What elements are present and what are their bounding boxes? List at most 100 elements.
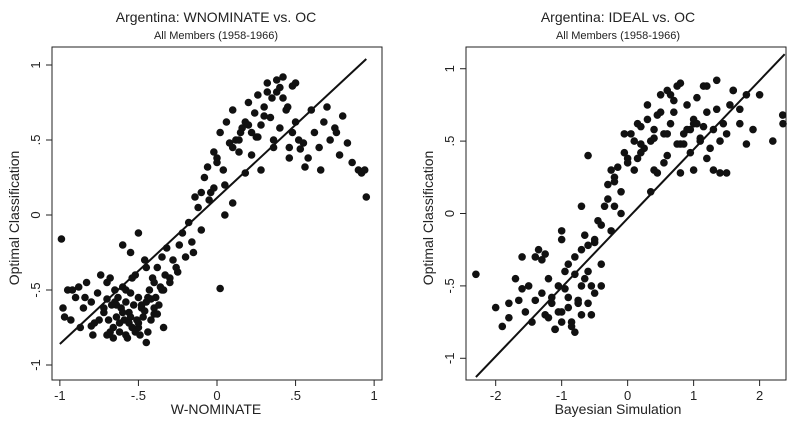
data-point: [650, 134, 658, 143]
data-point: [131, 328, 140, 336]
data-point: [247, 151, 256, 159]
data-point: [210, 148, 218, 156]
data-point: [285, 143, 294, 152]
data-point: [81, 293, 89, 302]
data-point: [285, 154, 294, 162]
data-point: [213, 158, 221, 167]
data-point: [126, 248, 135, 257]
data-point: [82, 278, 91, 287]
data-point: [742, 140, 751, 148]
panel-ideal-vs-oc: Argentina: IDEAL vs. OC All Members (195…: [420, 9, 787, 417]
data-point: [755, 90, 764, 99]
data-point: [627, 130, 635, 138]
data-point: [169, 256, 177, 264]
data-point: [296, 145, 305, 153]
data-point: [269, 136, 278, 144]
data-point: [722, 130, 731, 138]
plot-frame: [51, 46, 383, 381]
data-point: [666, 119, 675, 128]
data-point: [670, 108, 678, 116]
data-point: [683, 101, 691, 109]
data-point: [778, 111, 787, 119]
data-point: [235, 148, 243, 156]
data-point: [87, 298, 96, 306]
data-point: [247, 128, 256, 137]
data-point: [348, 158, 356, 167]
data-point: [557, 227, 566, 235]
data-point: [254, 91, 262, 99]
data-point: [643, 115, 652, 124]
data-point: [338, 112, 347, 120]
data-point: [699, 122, 708, 131]
y-tick-label: .5: [28, 135, 43, 146]
data-point: [514, 296, 523, 305]
data-point: [491, 303, 500, 312]
data-point: [68, 286, 77, 294]
data-point: [736, 105, 744, 114]
data-point: [203, 163, 212, 171]
data-point: [158, 286, 166, 294]
data-point: [115, 319, 124, 327]
x-tick-label: -2: [490, 388, 502, 403]
data-point: [222, 118, 231, 126]
data-point: [620, 148, 629, 157]
data-point: [216, 128, 224, 137]
data-point: [139, 313, 147, 321]
data-point: [332, 128, 341, 137]
data-point: [716, 137, 724, 145]
data-point: [288, 82, 297, 90]
x-axis-label: Bayesian Simulation: [555, 401, 682, 417]
data-point: [623, 159, 632, 167]
y-axis-label: Optimal Classification: [420, 151, 436, 286]
data-point: [637, 140, 645, 148]
y-tick-label: -1: [28, 359, 43, 371]
data-point: [205, 196, 213, 204]
y-tick-label: -.5: [28, 282, 43, 297]
data-point: [511, 274, 520, 283]
data-point: [577, 311, 586, 319]
data-point: [197, 188, 206, 197]
x-tick-label: -1: [54, 388, 66, 403]
data-point: [584, 267, 592, 276]
data-point: [637, 148, 645, 157]
data-point: [518, 253, 526, 261]
data-point: [564, 303, 573, 312]
data-point: [103, 278, 111, 287]
data-point: [617, 187, 625, 196]
data-point: [561, 267, 569, 276]
data-point: [703, 154, 711, 163]
data-point: [663, 86, 672, 95]
data-point: [505, 299, 513, 308]
data-point: [276, 124, 284, 132]
chart-title: Argentina: IDEAL vs. OC: [541, 9, 695, 25]
data-point: [106, 328, 114, 336]
data-point: [544, 274, 553, 283]
data-point: [134, 319, 143, 327]
data-point: [310, 128, 319, 137]
data-point: [147, 295, 155, 303]
data-point: [115, 328, 124, 336]
data-point: [118, 241, 127, 249]
x-tick-label: 1: [371, 388, 378, 403]
data-point: [173, 268, 182, 276]
data-point: [147, 316, 155, 324]
data-point: [554, 308, 563, 316]
data-point: [315, 143, 323, 152]
data-point: [610, 177, 619, 186]
data-point: [343, 139, 352, 147]
data-point: [650, 125, 658, 134]
x-tick-label: 1: [690, 388, 697, 403]
data-point: [571, 253, 579, 261]
data-point: [109, 334, 118, 342]
y-tick-label: 0: [442, 210, 457, 217]
data-point: [74, 283, 83, 291]
data-point: [779, 119, 787, 128]
data-point: [326, 136, 334, 144]
data-point: [604, 180, 612, 189]
data-point: [472, 270, 480, 279]
data-point: [316, 166, 325, 174]
data-point: [79, 304, 88, 312]
data-point: [726, 101, 734, 109]
data-point: [153, 263, 162, 272]
data-point: [538, 289, 546, 297]
